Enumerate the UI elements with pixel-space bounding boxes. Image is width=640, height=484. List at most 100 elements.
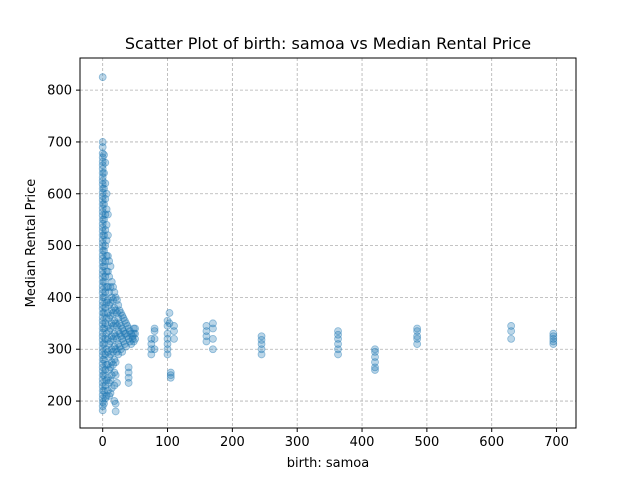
x-tick-label: 100 <box>155 435 180 450</box>
data-point <box>98 149 107 158</box>
data-point <box>100 399 108 408</box>
data-point <box>106 389 115 398</box>
data-point <box>257 345 266 354</box>
data-point <box>109 347 117 356</box>
data-point <box>98 320 107 329</box>
data-point <box>118 311 127 320</box>
data-point <box>114 350 123 359</box>
data-point <box>98 215 107 224</box>
data-point <box>103 231 112 240</box>
data-point <box>120 329 129 338</box>
data-point <box>131 324 140 333</box>
data-point <box>129 337 138 346</box>
data-point <box>98 285 107 294</box>
data-point <box>209 334 217 343</box>
y-tick-label: 600 <box>47 187 72 202</box>
data-point <box>371 366 379 374</box>
data-point <box>126 327 134 335</box>
data-point <box>163 316 172 325</box>
data-point <box>98 282 107 290</box>
data-point <box>116 345 125 354</box>
data-point <box>131 329 140 338</box>
data-point <box>105 272 114 281</box>
data-point <box>98 394 107 403</box>
data-point <box>209 324 217 333</box>
data-point <box>109 296 117 304</box>
data-point <box>122 319 130 328</box>
data-point <box>101 366 110 374</box>
data-point <box>100 231 108 240</box>
data-point <box>98 270 107 278</box>
data-point <box>110 303 119 312</box>
data-point <box>98 246 107 255</box>
data-point <box>116 332 125 341</box>
data-point <box>105 288 114 297</box>
data-point <box>107 345 116 354</box>
data-point <box>109 309 117 317</box>
data-point <box>98 254 107 263</box>
data-point <box>98 196 107 204</box>
data-point <box>413 340 422 348</box>
data-point <box>98 235 107 244</box>
data-point <box>101 257 110 266</box>
data-point <box>106 324 115 333</box>
data-point <box>106 262 115 271</box>
data-point <box>102 329 111 338</box>
data-point <box>98 277 107 286</box>
data-point <box>110 368 119 377</box>
data-point <box>110 355 119 364</box>
data-point <box>105 353 114 361</box>
data-point <box>549 337 558 346</box>
data-point <box>101 381 110 390</box>
data-point <box>98 153 107 162</box>
data-point <box>105 314 114 323</box>
data-point <box>257 336 266 344</box>
data-point <box>507 327 516 335</box>
data-point <box>98 336 107 344</box>
data-point <box>114 301 123 310</box>
data-point <box>110 397 119 405</box>
data-point <box>111 407 120 416</box>
data-point <box>115 342 124 351</box>
data-point <box>202 327 211 335</box>
data-point <box>118 334 127 343</box>
data-point <box>118 324 127 333</box>
data-point <box>119 327 128 335</box>
data-point <box>107 306 116 315</box>
x-tick-label: 200 <box>220 435 245 450</box>
data-point <box>110 342 119 351</box>
data-point <box>98 143 107 152</box>
data-point <box>413 327 422 335</box>
data-point <box>98 332 107 341</box>
data-point <box>106 350 115 359</box>
data-point <box>371 358 379 367</box>
data-point <box>163 334 172 343</box>
data-point <box>549 332 558 341</box>
data-point <box>101 334 110 343</box>
data-point <box>103 347 112 356</box>
data-point <box>102 220 111 229</box>
data-point <box>103 283 112 291</box>
data-point <box>102 298 111 307</box>
data-point <box>102 189 111 198</box>
data-point <box>202 322 211 330</box>
data-point <box>98 340 107 348</box>
data-point <box>101 303 110 312</box>
data-point <box>100 324 108 333</box>
data-point <box>113 296 121 304</box>
data-point <box>107 384 116 392</box>
data-point <box>98 242 107 251</box>
data-point <box>107 332 116 341</box>
data-point <box>114 314 123 323</box>
data-point <box>98 406 107 415</box>
data-point <box>101 272 110 281</box>
data-point <box>98 402 107 411</box>
data-point <box>98 169 107 177</box>
data-point <box>150 324 159 333</box>
data-point <box>113 309 121 317</box>
data-point <box>98 347 107 356</box>
data-point <box>103 322 112 330</box>
data-point <box>123 332 132 341</box>
data-point <box>98 180 107 189</box>
data-point <box>124 363 133 372</box>
